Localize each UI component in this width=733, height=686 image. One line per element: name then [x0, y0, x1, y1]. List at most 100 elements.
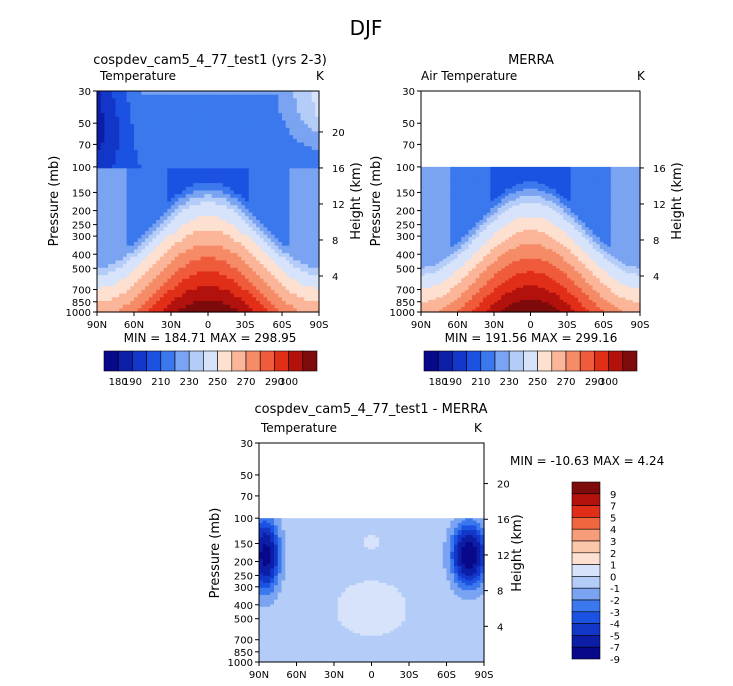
contour-cell [141, 242, 146, 247]
contour-cell [196, 102, 202, 107]
contour-cell [307, 227, 313, 232]
contour-cell [274, 94, 279, 99]
contour-cell [428, 220, 433, 224]
contour-cell [504, 212, 510, 216]
contour-cell [108, 146, 113, 151]
contour-cell [519, 191, 524, 195]
contour-cell [307, 142, 313, 147]
contour-cell [189, 186, 194, 192]
contour-cell [219, 131, 224, 136]
contour-cell [596, 208, 601, 212]
contour-cell [159, 256, 165, 262]
contour-cell [145, 238, 150, 243]
contour-cell [567, 203, 572, 207]
contour-cell [148, 102, 154, 107]
contour-cell [270, 183, 276, 188]
contour-cell [596, 191, 601, 195]
contour-cell [208, 300, 213, 306]
contour-cell [282, 153, 287, 158]
contour-cell [577, 198, 583, 202]
contour-cell [189, 105, 194, 111]
contour-cell [263, 256, 268, 262]
contour-cell [152, 278, 157, 284]
contour-cell [148, 160, 154, 166]
contour-cell [137, 175, 142, 180]
contour-cell [581, 205, 586, 209]
contour-cell [141, 308, 146, 313]
contour-cell [632, 210, 637, 214]
contour-cell [241, 127, 246, 133]
contour-cell [200, 94, 205, 99]
contour-cell [100, 219, 105, 225]
contour-cell [523, 210, 528, 214]
contour-cell [145, 179, 150, 184]
contour-cell [526, 210, 532, 214]
contour-cell [256, 264, 261, 269]
contour-cell [171, 138, 176, 144]
contour-cell [208, 179, 213, 184]
contour-cell [122, 153, 128, 158]
contour-cell [289, 212, 294, 217]
contour-cell [479, 181, 484, 185]
contour-cell [200, 120, 205, 125]
contour-cell [189, 253, 194, 258]
contour-cell [282, 135, 287, 140]
contour-cell [515, 176, 521, 180]
contour-cell [311, 238, 316, 243]
contour-cell [625, 217, 630, 221]
contour-cell [178, 120, 183, 125]
contour-cell [178, 300, 183, 306]
contour-cell [421, 171, 426, 175]
contour-cell [126, 153, 131, 158]
contour-cell [530, 217, 535, 221]
contour-cell [494, 166, 499, 170]
contour-cell [156, 183, 161, 188]
contour-cell [97, 242, 102, 247]
contour-cell [174, 253, 179, 258]
contour-cell [574, 169, 579, 173]
contour-cell [196, 256, 202, 262]
contour-cell [211, 208, 216, 214]
contour-cell [182, 183, 187, 188]
contour-cell [230, 260, 235, 265]
contour-cell [304, 242, 309, 247]
contour-cell [263, 216, 268, 221]
contour-cell [252, 98, 257, 103]
contour-cell [100, 289, 105, 295]
contour-cell [523, 198, 528, 202]
contour-cell [252, 157, 257, 162]
contour-cell [148, 212, 154, 217]
contour-cell [122, 282, 128, 287]
contour-cell [278, 256, 283, 262]
contour-cell [435, 169, 440, 173]
contour-cell [552, 198, 557, 202]
contour-cell [174, 293, 179, 298]
contour-cell [285, 105, 290, 111]
contour-cell [108, 120, 113, 125]
contour-cell [174, 256, 179, 262]
contour-cell [185, 205, 191, 210]
contour-cell [141, 179, 146, 184]
contour-cell [296, 275, 302, 280]
contour-cell [245, 216, 250, 221]
contour-cell [278, 227, 283, 232]
contour-cell [610, 205, 616, 209]
contour-cell [115, 124, 120, 129]
contour-cell [111, 275, 117, 280]
contour-cell [241, 138, 246, 144]
contour-cell [632, 171, 637, 175]
contour-cell [464, 193, 470, 197]
contour-cell [222, 183, 228, 188]
contour-cell [185, 183, 191, 188]
contour-cell [178, 142, 183, 147]
contour-cell [285, 230, 290, 236]
contour-cell [215, 230, 220, 236]
contour-cell [581, 169, 586, 173]
contour-cell [282, 300, 287, 306]
contour-cell [134, 131, 139, 136]
contour-cell [171, 127, 176, 133]
contour-cell [215, 127, 220, 133]
contour-cell [233, 278, 239, 284]
contour-cell [237, 282, 242, 287]
contour-cell [196, 260, 202, 265]
